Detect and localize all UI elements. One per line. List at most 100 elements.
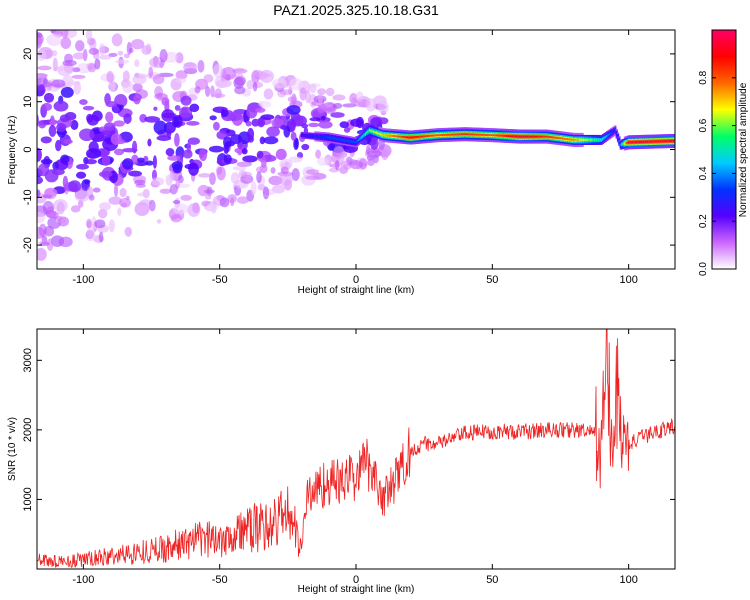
spectrogram-blob [117,207,122,216]
spectrogram-blob [135,89,148,99]
spectrogram-blob [70,205,81,213]
spectrogram-ridge-cell [580,138,583,141]
spectrogram-ridge-cell [378,132,381,135]
spectrogram-blob [339,121,349,129]
spectrogram-blob [118,104,124,111]
spectrogram-blob [145,43,152,55]
spectrogram-ridge-cell [476,133,479,136]
spectrogram-blob [255,107,266,113]
spectrogram-blob [175,52,184,64]
spectrogram-blob [253,69,263,77]
spectrogram-ridge-cell [462,133,466,136]
spectrogram-blob [78,128,95,142]
spectrogram-ridge-cell [629,141,632,144]
spectrogram-ridge-cell [544,135,547,138]
spectrogram-ridge-cell [623,142,626,145]
spectrogram-ridge-cell [552,136,556,139]
spectrogram-blob [51,50,58,57]
spectrogram-ridge-cell [615,132,618,135]
spectrogram-ridge-cell [589,138,592,141]
figure-title: PAZ1.2025.325.10.18.G31 [273,2,439,18]
spectrogram-ridge-cell [625,142,628,145]
spectrogram-ridge-cell [322,136,325,139]
spectrogram-blob [87,63,97,73]
spectrogram-ridge-cell [321,135,324,138]
spectrogram-ridge-cell [631,141,635,144]
spectrogram-y-axis: -20 -10 0 10 20 [22,48,675,253]
spectrogram-ridge-cell [670,140,673,143]
spectrogram-ridge-cell [586,138,590,141]
spectrogram-ridge-cell [554,136,557,139]
spectrogram-ridge-cell [641,140,644,143]
spectrogram-ridge-cell [664,140,667,143]
spectrogram-ridge-cell [306,134,309,137]
spectrogram-blob [82,105,95,111]
spectrogram-ridge-cell [426,135,429,138]
spectrogram-ridge-cell [582,138,586,141]
spectrogram-blob [317,88,327,96]
spectrogram-blob [42,82,53,87]
spectrogram-ridge-cell [543,135,546,138]
spectrogram-ridge-cell [672,139,675,142]
spectrogram-blob [315,149,321,159]
spectrogram-blob [97,208,108,219]
spectrogram-ridge-cell [576,138,579,141]
spectrogram-blob [234,76,246,86]
spectrogram-ridge-cell [446,133,449,136]
spectrogram-ridge-cell [651,140,654,143]
spectrogram-ridge-cell [439,134,442,137]
snr-y-axis: 1000 2000 3000 [22,348,675,512]
spectrogram-blob [194,86,201,94]
spectrogram-ridge-cell [411,136,414,139]
spectrogram-blob [240,171,253,178]
spectrogram-blob [46,33,62,47]
spectrogram-blob [330,112,345,118]
spectrogram-ridge-cell [501,134,504,137]
spectrogram-ridge-cell [359,137,362,140]
x-tick-label: 100 [619,574,637,586]
spectrogram-blob [286,104,301,115]
spectrogram-blob [132,74,147,85]
spectrogram-blob [241,148,248,155]
spectrogram-ridge-cell [477,133,481,136]
spectrogram-ridge-cell [302,134,305,137]
spectrogram-ridge-cell [561,137,564,140]
spectrogram-ridge-cell [407,136,410,139]
spectrogram-ridge-cell [649,140,652,143]
spectrogram-blob [169,170,174,183]
spectrogram-ridge-cell [567,138,571,141]
spectrogram-ridge-cell [428,134,432,137]
spectrogram-blob [148,66,154,78]
colorbar-frame [711,29,737,270]
spectrogram-blob [137,157,145,163]
spectrogram-blob [130,38,145,50]
spectrogram-blob [290,131,297,141]
spectrogram-blob [349,93,358,105]
spectrogram-ridge-cell [626,141,629,144]
spectrogram-blob [119,197,131,208]
spectrogram-blob [358,158,368,170]
spectrogram-ridge-cell [329,136,332,139]
spectrogram-ridge-cell [364,132,367,135]
spectrogram-ridge-cell [355,141,358,144]
spectrogram-blob [280,124,287,130]
spectrogram-blob [37,176,44,185]
spectrogram-blob [230,134,243,145]
spectrogram-blob [305,175,321,181]
spectrogram-blob [232,68,248,74]
spectrogram-blob [180,95,192,106]
spectrogram-blob [62,175,69,189]
spectrogram-ridge-cell [535,135,538,138]
snr-series-line [37,329,675,569]
spectrogram-ridge-cell [351,140,354,143]
spectrogram-blob [186,121,200,126]
y-tick-label: 10 [22,96,34,108]
spectrogram-ridge-cell [633,141,636,144]
spectrogram-ridge-cell [405,136,408,139]
spectrogram-blob [329,163,341,168]
spectrogram-blob [183,62,197,73]
spectrogram-blob [172,116,180,128]
spectrogram-ridge-cell [531,135,534,138]
spectrogram-ridge-cell [445,133,448,136]
spectrogram-ridge-cell [646,140,650,143]
